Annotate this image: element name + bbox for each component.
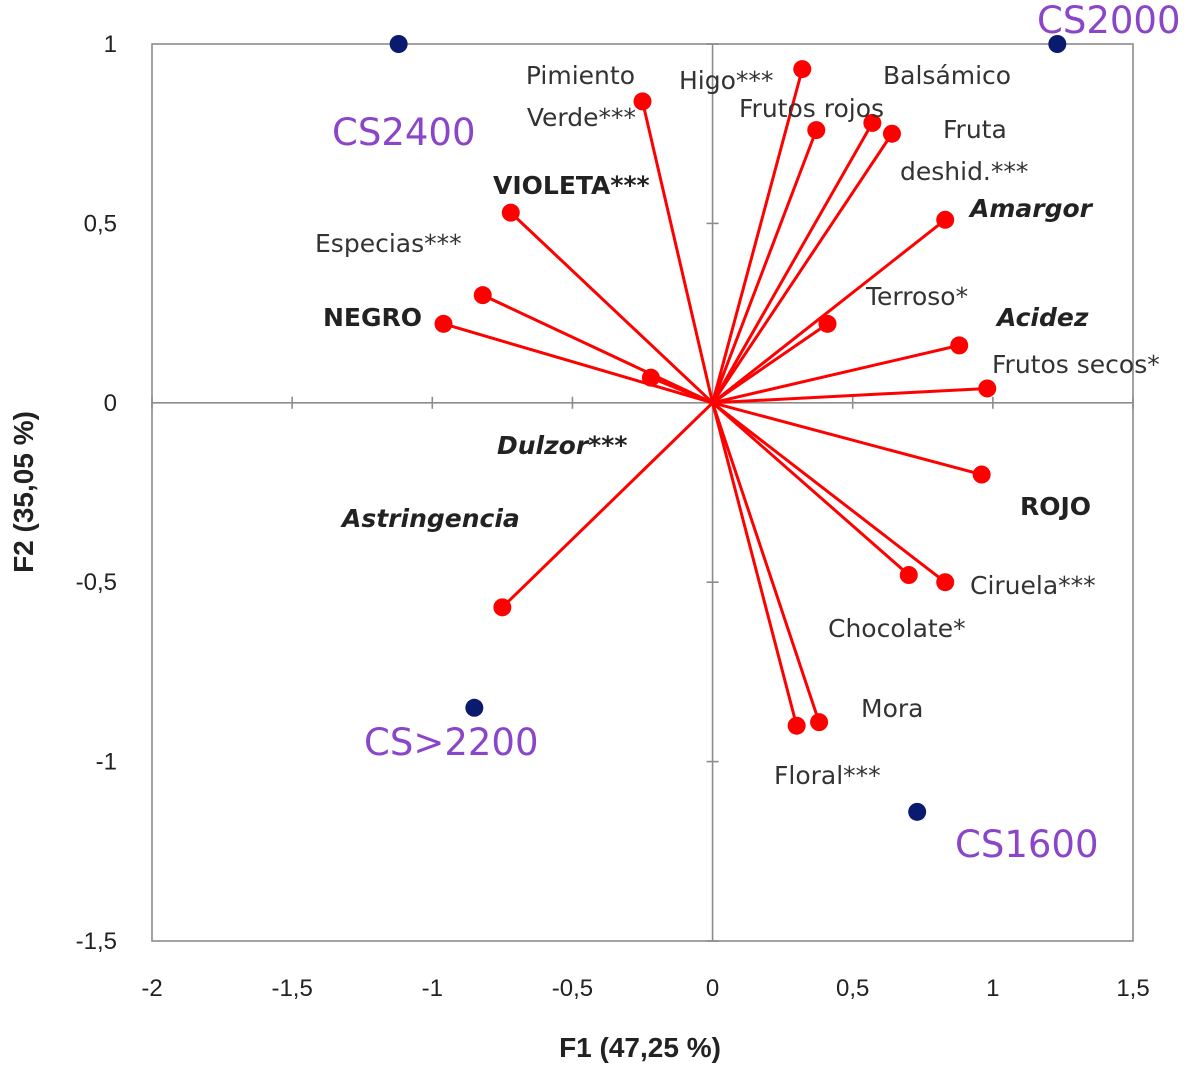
observation-cs2400 bbox=[389, 35, 408, 53]
y-tick-label: -1,5 bbox=[76, 928, 117, 955]
y-tick-label: 0 bbox=[104, 390, 117, 417]
label-astringencia: Astringencia bbox=[340, 504, 520, 533]
label-terroso: Terroso* bbox=[865, 282, 968, 311]
label-rojo: ROJO bbox=[1020, 492, 1091, 521]
x-axis-title: F1 (47,25 %) bbox=[559, 1032, 721, 1063]
label-balsámico: Balsámico bbox=[883, 61, 1011, 90]
plot-border bbox=[151, 43, 1134, 942]
label-mora: Mora bbox=[861, 694, 923, 723]
label-verde: Verde*** bbox=[527, 103, 636, 132]
vector-higo bbox=[711, 68, 804, 404]
label-frutos-secos: Frutos secos* bbox=[992, 350, 1160, 379]
vector-point-amargor bbox=[936, 210, 955, 229]
x-tick-label: -2 bbox=[141, 975, 162, 1002]
vector-mora bbox=[711, 402, 821, 723]
vector-fruta bbox=[711, 132, 894, 404]
vector-point-mora bbox=[810, 713, 829, 732]
vector-point-dulzor bbox=[641, 368, 660, 387]
x-tick-label: 1,5 bbox=[1116, 975, 1149, 1002]
vector-point-frutos-rojos bbox=[807, 121, 826, 140]
observation-label-cs2400: CS2400 bbox=[332, 111, 475, 154]
vector-point-higo bbox=[793, 60, 812, 79]
vector-rojo bbox=[712, 401, 983, 477]
vector-frutos-rojos bbox=[711, 129, 818, 404]
label-deshid: deshid.*** bbox=[900, 157, 1028, 186]
x-tick-label: 1 bbox=[986, 975, 999, 1002]
label-frutos-rojos: Frutos rojos bbox=[739, 94, 884, 123]
y-tick-label: -1 bbox=[96, 749, 117, 776]
vector-negro bbox=[443, 322, 713, 405]
variable-labels: Pimiento Verde*** Higo*** Balsámico Frutos r… bbox=[315, 61, 1160, 790]
label-dulzor: Dulzor*** bbox=[497, 431, 627, 460]
y-tick-label: 1 bbox=[104, 31, 117, 58]
x-tick-label: -1,5 bbox=[271, 975, 312, 1002]
vector-point-rojo bbox=[972, 465, 991, 484]
label-pimiento: Pimiento bbox=[526, 61, 635, 90]
vector-violeta bbox=[509, 211, 714, 404]
observation-label-cs-2200: CS>2200 bbox=[364, 721, 539, 764]
vector-point-ciruela bbox=[936, 573, 955, 592]
observation-points bbox=[389, 35, 1067, 821]
label-violeta: VIOLETA*** bbox=[493, 171, 650, 200]
y-tick-labels: 1 0,5 0 -0,5 -1 -1,5 bbox=[76, 31, 117, 955]
x-tick-labels: -2 -1,5 -1 -0,5 0 0,5 1 1,5 bbox=[141, 975, 1149, 1002]
label-ciruela: Ciruela*** bbox=[970, 571, 1096, 600]
vector-point-astringencia bbox=[493, 598, 512, 617]
vector-point-fruta bbox=[882, 124, 901, 143]
y-tick-label: 0,5 bbox=[84, 210, 117, 237]
vector-terroso bbox=[711, 322, 829, 405]
observation-label-cs1600: CS1600 bbox=[955, 823, 1098, 866]
vector-point-especias bbox=[473, 286, 492, 305]
vector-point-terroso bbox=[818, 314, 837, 333]
plot-frame bbox=[151, 43, 1134, 942]
label-amargor: Amargor bbox=[968, 194, 1094, 223]
x-tick-label: 0,5 bbox=[836, 975, 869, 1002]
label-floral: Floral*** bbox=[774, 761, 881, 790]
label-higo: Higo*** bbox=[679, 66, 773, 95]
x-tick-label: 0 bbox=[706, 975, 719, 1002]
vector-astringencia bbox=[501, 401, 714, 609]
vector-point-violeta bbox=[501, 203, 520, 222]
observation-labels: CS2400 CS2000 CS>2200 CS1600 bbox=[332, 0, 1180, 866]
x-tick-label: -1 bbox=[422, 975, 443, 1002]
label-acidez: Acidez bbox=[995, 303, 1089, 332]
label-chocolate: Chocolate* bbox=[828, 614, 966, 643]
vector-especias bbox=[482, 293, 714, 405]
label-fruta: Fruta bbox=[943, 115, 1007, 144]
variable-vectors bbox=[434, 60, 997, 735]
vector-point-negro bbox=[434, 314, 453, 333]
y-tick-label: -0,5 bbox=[76, 569, 117, 596]
vector-floral bbox=[711, 402, 799, 727]
x-tick-label: -0,5 bbox=[552, 975, 593, 1002]
vector-acidez bbox=[712, 343, 960, 405]
vector-point-chocolate bbox=[899, 566, 918, 585]
vector-point-acidez bbox=[950, 336, 969, 355]
observation-cs2000 bbox=[1048, 35, 1067, 53]
vector-balsámico bbox=[711, 122, 874, 404]
vector-point-balsámico bbox=[863, 113, 882, 132]
vector-point-pimiento bbox=[633, 92, 652, 111]
y-axis-title: F2 (35,05 %) bbox=[8, 411, 39, 573]
observation-cs-2200 bbox=[465, 698, 484, 717]
vector-ciruela bbox=[711, 401, 947, 584]
label-especias: Especias*** bbox=[315, 229, 462, 258]
vector-dulzor bbox=[650, 376, 714, 405]
vector-amargor bbox=[711, 218, 947, 404]
label-negro: NEGRO bbox=[323, 303, 422, 332]
vector-point-frutos-secos bbox=[978, 379, 997, 398]
observation-cs1600 bbox=[908, 802, 927, 821]
vector-chocolate bbox=[711, 401, 910, 577]
vector-point-floral bbox=[787, 716, 806, 735]
observation-label-cs2000: CS2000 bbox=[1037, 0, 1180, 42]
vector-pimiento bbox=[641, 101, 715, 404]
vector-frutos-secos bbox=[712, 386, 988, 405]
